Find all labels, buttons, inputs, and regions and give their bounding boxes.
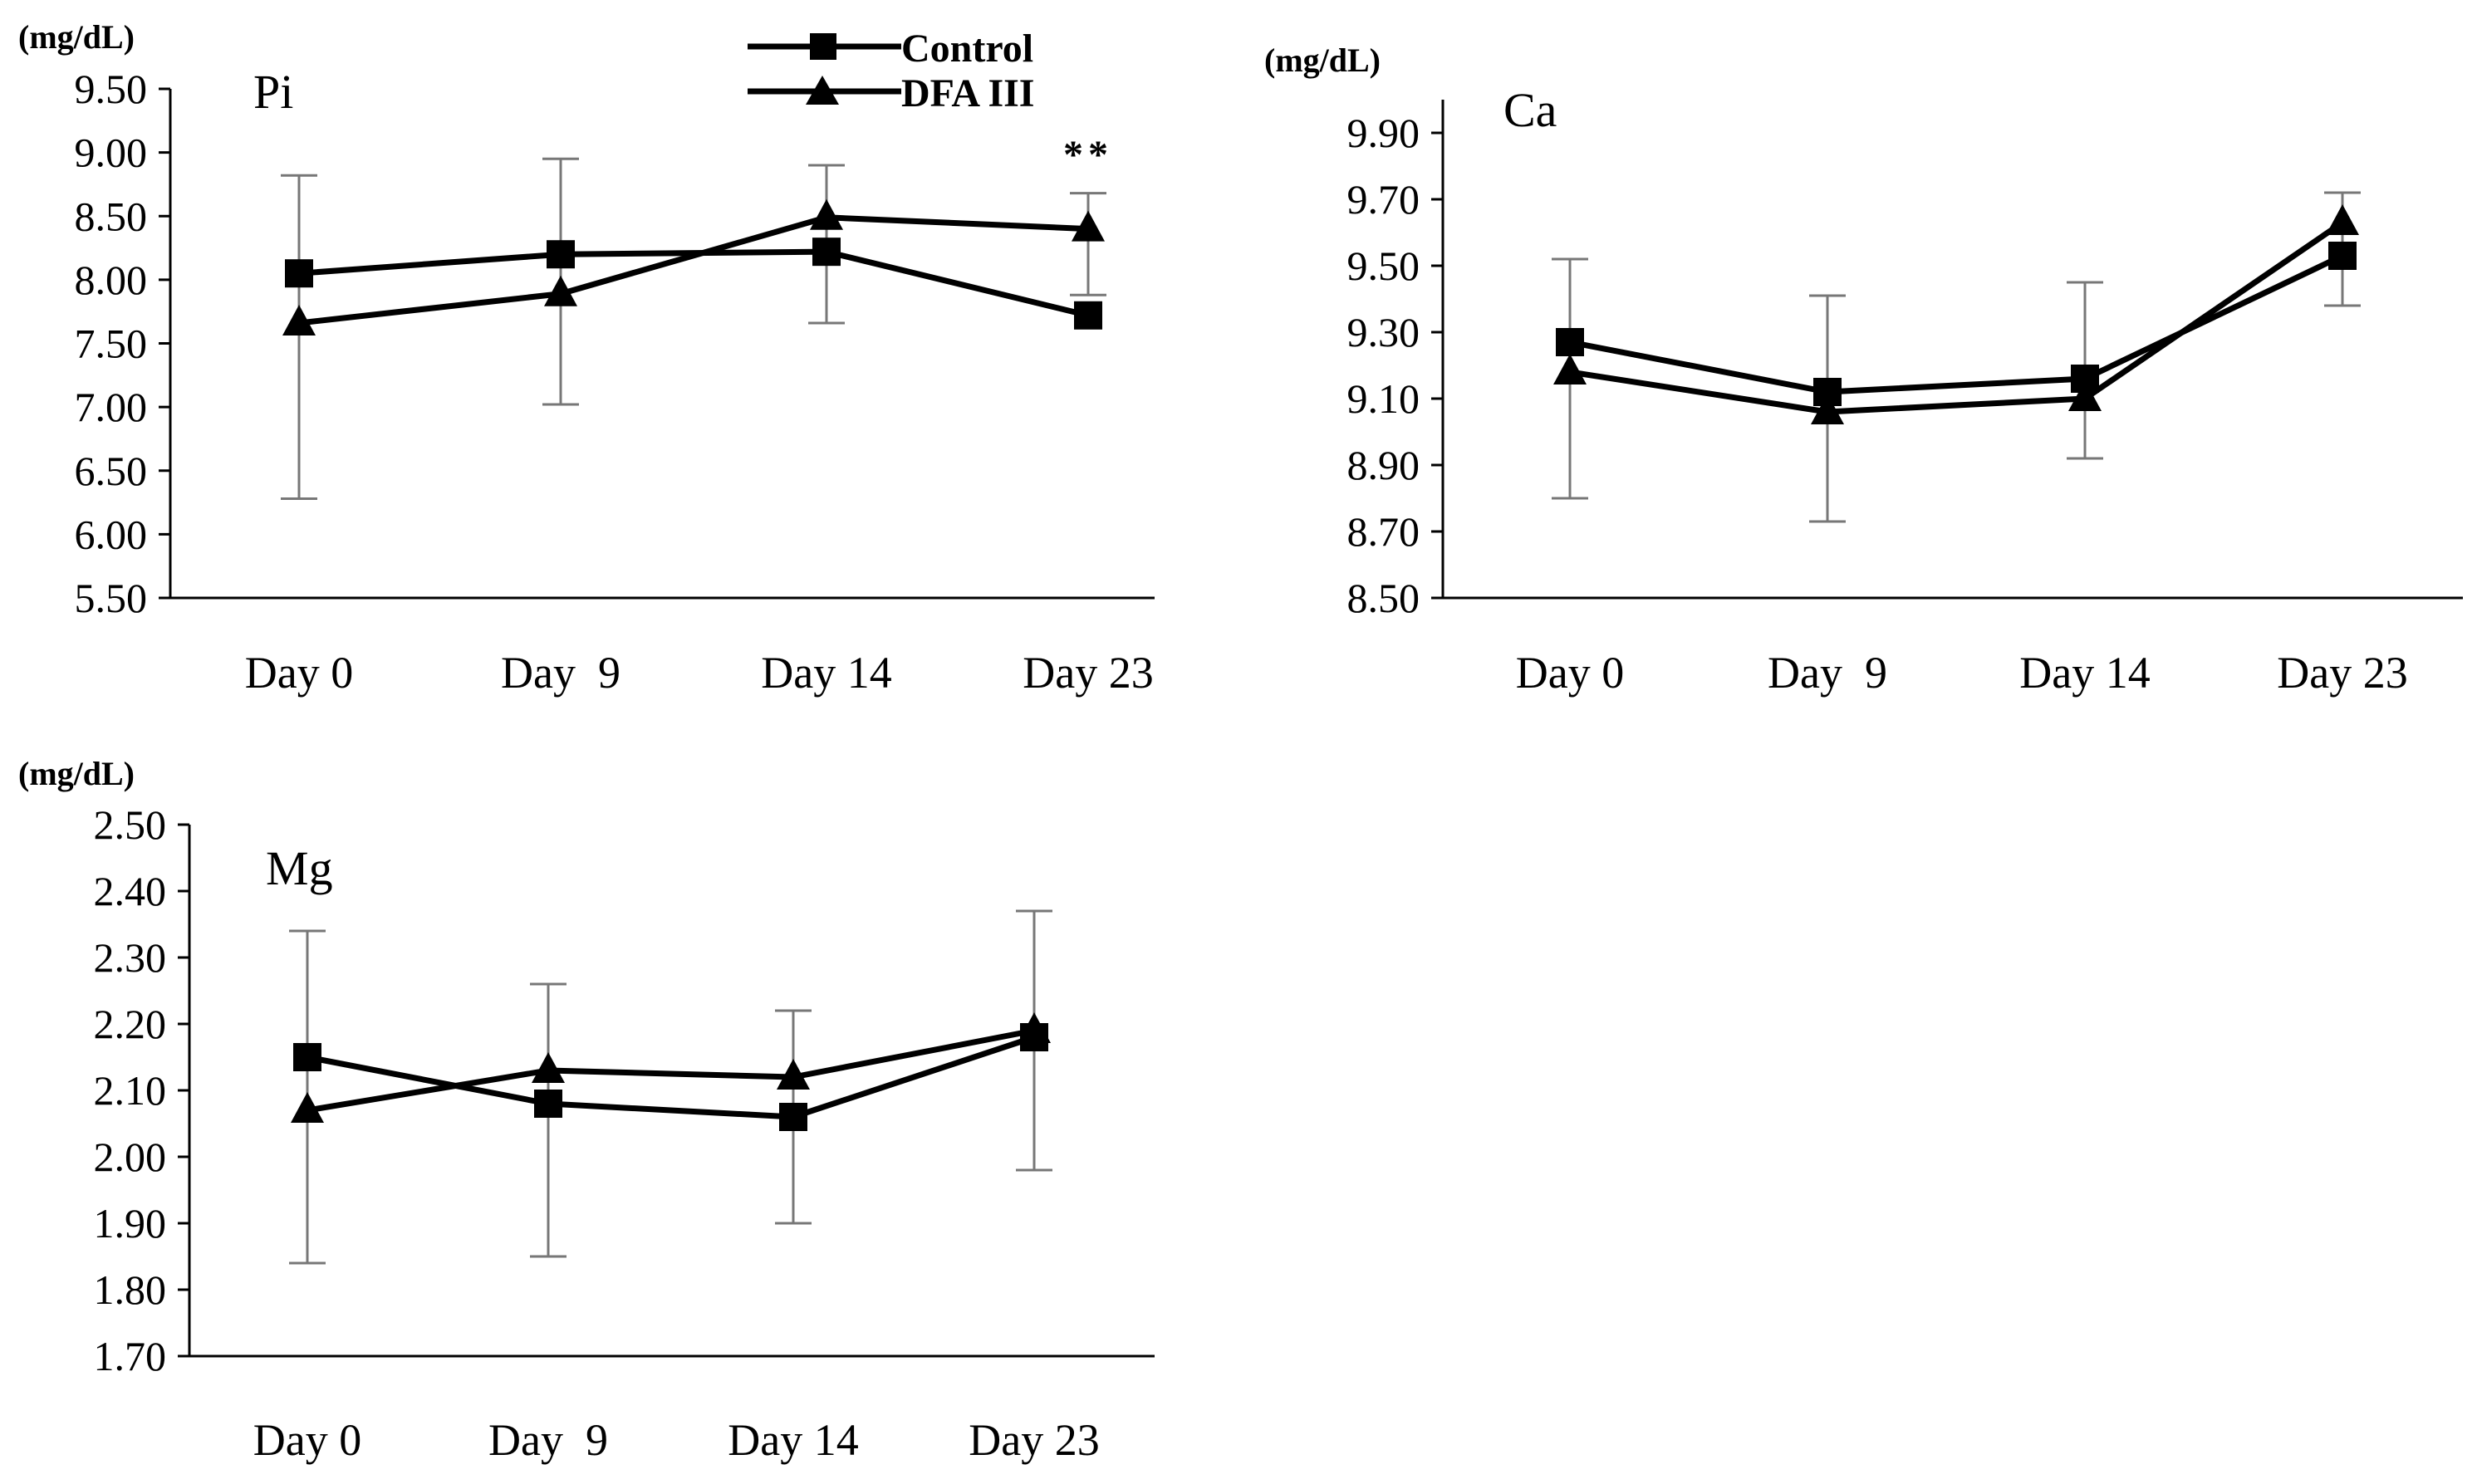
y-tick-label: 8.70 (1347, 508, 1420, 555)
y-tick-label: 7.50 (75, 321, 148, 367)
x-tick-label: Day 9 (488, 1415, 608, 1465)
x-tick-label: Day 14 (2019, 648, 2150, 698)
legend-dfa-marker (806, 76, 839, 105)
data-point-dfa-iii (810, 198, 843, 230)
y-tick-label: 9.50 (1347, 242, 1420, 289)
x-tick-label: Day 23 (1023, 648, 1153, 698)
series-line-control (307, 1034, 1036, 1120)
y-tick-label: 2.00 (94, 1134, 167, 1180)
series-line-control (298, 248, 1089, 319)
y-unit-label: (mg/dL) (18, 18, 135, 56)
x-tick-label: Day 9 (501, 648, 620, 698)
y-tick-label: 8.00 (75, 257, 148, 303)
y-tick-label: 5.50 (75, 575, 148, 621)
series-line-control (1569, 252, 2344, 395)
y-tick-label: 2.10 (94, 1067, 167, 1114)
data-point-dfa-iii (544, 275, 577, 306)
y-tick-label: 1.70 (94, 1333, 167, 1379)
y-tick-label: 8.90 (1347, 442, 1420, 488)
x-tick-label: Day 0 (253, 1415, 361, 1465)
y-tick-label: 1.90 (94, 1200, 167, 1246)
y-tick-label: 2.20 (94, 1001, 167, 1047)
data-point-dfa-iii (1553, 354, 1587, 384)
x-tick-label: Day 0 (1516, 648, 1624, 698)
data-point-control (2328, 242, 2357, 270)
y-tick-label: 7.00 (75, 384, 148, 430)
y-tick-label: 8.50 (1347, 575, 1420, 621)
data-point-dfa-iii (1018, 1012, 1051, 1043)
x-tick-label: Day 23 (2277, 648, 2407, 698)
data-point-dfa-iii (1072, 210, 1105, 242)
y-unit-label: (mg/dL) (1264, 42, 1381, 79)
x-tick-label: Day 14 (761, 648, 891, 698)
y-tick-label: 9.90 (1347, 110, 1420, 156)
legend-dfa-label: DFA III (901, 71, 1034, 115)
y-tick-label: 9.70 (1347, 176, 1420, 223)
series-line-dfa-iii (1569, 220, 2344, 415)
y-tick-label: 9.00 (75, 130, 148, 176)
y-tick-label: 1.80 (94, 1266, 167, 1313)
y-tick-label: 8.50 (75, 193, 148, 239)
data-point-control (547, 240, 575, 269)
series-line-dfa-iii (298, 214, 1089, 326)
x-tick-label: Day 14 (728, 1415, 858, 1465)
x-tick-label: Day 0 (245, 648, 353, 698)
data-point-control (285, 259, 313, 288)
significance-marker: ** (1063, 133, 1113, 177)
x-tick-label: Day 9 (1768, 648, 1887, 698)
data-point-control (1074, 301, 1102, 330)
legend-control-label: Control (901, 27, 1033, 71)
chart-panel-ca: 8.50 8.70 8.90 9.10 9.30 9.50 9.70 9.90 Day 0 Day… (1264, 42, 2463, 698)
data-point-dfa-iii (2326, 204, 2359, 235)
y-tick-label: 9.10 (1347, 375, 1420, 422)
y-tick-label: 2.30 (94, 934, 167, 981)
data-point-control (812, 238, 841, 267)
data-point-dfa-iii (1811, 394, 1844, 424)
legend-control-marker (810, 33, 836, 60)
y-tick-label: 9.50 (75, 66, 148, 112)
chart-panel-mg: 1.70 1.80 1.90 2.00 2.10 2.20 2.30 2.40 2.50 Day … (18, 755, 1155, 1465)
panel-label: Pi (253, 65, 293, 119)
y-tick-label: 6.00 (75, 511, 148, 557)
series-line-dfa-iii (307, 1027, 1035, 1114)
y-unit-label: (mg/dL) (18, 755, 135, 792)
y-tick-label: 2.40 (94, 868, 167, 914)
data-point-dfa-iii (777, 1059, 810, 1090)
data-point-control (779, 1103, 807, 1131)
data-point-control (534, 1090, 562, 1118)
chart-panels: 5.50 6.00 6.50 7.00 7.50 8.00 8.50 9.00 9.50 Day … (18, 18, 2463, 1465)
y-tick-label: 9.30 (1347, 309, 1420, 355)
data-point-dfa-iii (291, 1092, 324, 1123)
y-tick-label: 6.50 (75, 448, 148, 494)
chart-panel-pi: 5.50 6.00 6.50 7.00 7.50 8.00 8.50 9.00 9.50 Day … (18, 18, 1155, 698)
data-point-dfa-iii (532, 1052, 565, 1083)
panel-label: Ca (1503, 83, 1557, 137)
y-tick-label: 2.50 (94, 801, 167, 848)
legend: Control DFA III (748, 27, 1034, 115)
data-point-control (1556, 328, 1584, 356)
data-point-dfa-iii (2068, 380, 2102, 411)
data-point-dfa-iii (282, 304, 316, 335)
x-tick-label: Day 23 (969, 1415, 1099, 1465)
data-point-control (293, 1043, 321, 1071)
panel-label: Mg (266, 841, 333, 895)
